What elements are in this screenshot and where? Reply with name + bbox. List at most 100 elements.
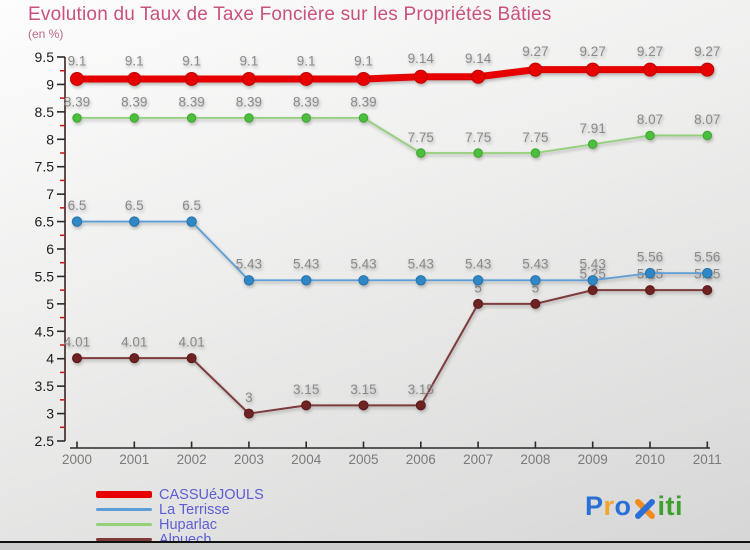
data-point bbox=[645, 285, 655, 296]
data-point bbox=[186, 113, 197, 123]
year-label: 2000 bbox=[62, 452, 92, 467]
point-value-label: 9.1 bbox=[125, 53, 144, 68]
data-point bbox=[587, 275, 598, 286]
year-label: 2009 bbox=[578, 452, 608, 467]
data-point bbox=[184, 71, 199, 86]
logo-letter: P bbox=[585, 491, 604, 521]
logo-letter: o bbox=[614, 491, 632, 521]
y-tick-label: 4 bbox=[46, 351, 54, 367]
point-value-label: 8.39 bbox=[121, 95, 147, 110]
point-value-label: 9.14 bbox=[408, 51, 435, 66]
point-value-label: 5.56 bbox=[694, 249, 720, 264]
data-point bbox=[413, 69, 428, 84]
title-block: Evolution du Taux de Taxe Foncière sur l… bbox=[28, 4, 552, 41]
data-point bbox=[415, 400, 426, 411]
point-value-label: 9.14 bbox=[465, 51, 492, 66]
point-value-label: 5.56 bbox=[637, 249, 663, 264]
data-point bbox=[528, 62, 543, 77]
data-point bbox=[127, 71, 142, 86]
point-value-label: 3 bbox=[245, 390, 253, 405]
point-value-label: 5.43 bbox=[293, 257, 319, 272]
data-point bbox=[358, 113, 369, 123]
data-point bbox=[72, 113, 82, 123]
x-axis: 2000 2001 2002 2003 2004 2005 2006 2007 2008 2009… bbox=[62, 441, 722, 467]
year-label: 2003 bbox=[234, 452, 264, 467]
logo-x-icon bbox=[634, 499, 655, 519]
legend-item-cassu-jouls: CASSUéJOULS bbox=[96, 487, 264, 502]
point-value-label: 9.1 bbox=[68, 53, 87, 68]
data-point bbox=[299, 71, 314, 86]
data-point bbox=[70, 71, 84, 86]
data-point bbox=[301, 113, 311, 123]
point-value-label: 6.5 bbox=[125, 198, 144, 213]
y-tick-label: 6 bbox=[46, 241, 54, 257]
data-point bbox=[473, 148, 483, 158]
chart-legend: CASSUéJOULS La Terrisse Huparlac Alpuech bbox=[96, 487, 264, 547]
point-value-label: 9.27 bbox=[522, 44, 548, 59]
point-value-label: 9.27 bbox=[637, 44, 663, 59]
point-value-label: 8.39 bbox=[350, 95, 376, 110]
y-axis: 2.5 3 3.5 4 4.5 5 5.5 6 6.5 7 7.5 8 8.5 9 9.5 bbox=[35, 49, 66, 449]
point-value-label: 4.01 bbox=[178, 335, 204, 350]
year-label: 2010 bbox=[635, 452, 665, 467]
data-point bbox=[244, 113, 254, 123]
data-point bbox=[356, 71, 371, 86]
data-point bbox=[129, 216, 140, 227]
year-label: 2002 bbox=[177, 452, 207, 467]
y-tick-label: 9.5 bbox=[35, 49, 55, 65]
year-label: 2004 bbox=[291, 452, 322, 467]
data-point bbox=[241, 71, 256, 86]
point-value-label: 5 bbox=[474, 280, 482, 295]
point-value-label: 4.01 bbox=[64, 335, 90, 350]
point-value-label: 5.43 bbox=[580, 257, 606, 272]
logo-letter: i bbox=[675, 491, 684, 521]
legend-item-huparlac: Huparlac bbox=[96, 517, 264, 532]
data-point bbox=[702, 130, 712, 141]
y-tick-label: 3.5 bbox=[35, 378, 55, 394]
point-value-label: 5.43 bbox=[350, 257, 376, 272]
point-value-label: 7.75 bbox=[408, 130, 434, 145]
point-value-label: 8.07 bbox=[637, 112, 663, 127]
y-tick-label: 5 bbox=[46, 296, 54, 312]
footer-divider bbox=[0, 541, 750, 543]
data-point bbox=[358, 275, 369, 286]
data-point bbox=[530, 148, 541, 158]
point-value-label: 3.15 bbox=[408, 382, 434, 397]
year-label: 2007 bbox=[463, 452, 493, 467]
point-value-label: 8.39 bbox=[293, 95, 319, 110]
data-point bbox=[702, 267, 713, 279]
series-la-terrisse: 6.5 6.5 6.5 5.43 5.43 5.43 5.43 5.43 5.43 5.43 5.5… bbox=[68, 198, 720, 286]
logo-letter: r bbox=[603, 491, 615, 521]
year-label: 2005 bbox=[348, 452, 378, 467]
point-value-label: 9.1 bbox=[297, 53, 316, 68]
chart-title: Evolution du Taux de Taxe Foncière sur l… bbox=[28, 4, 552, 25]
y-tick-label: 8.5 bbox=[35, 104, 55, 120]
point-value-label: 3.15 bbox=[293, 382, 319, 397]
data-point bbox=[472, 275, 484, 286]
y-tick-label: 4.5 bbox=[35, 323, 55, 339]
year-label: 2011 bbox=[693, 452, 722, 467]
data-point bbox=[358, 400, 369, 411]
year-label: 2008 bbox=[520, 452, 550, 467]
data-point bbox=[129, 113, 140, 123]
point-value-label: 6.5 bbox=[182, 198, 201, 213]
series-cassu-jouls: 9.1 9.1 9.1 9.1 9.1 9.1 9.14 9.14 9.27 9.27 9.27 9.… bbox=[68, 44, 720, 86]
data-point bbox=[643, 62, 657, 77]
data-point bbox=[588, 139, 598, 149]
footer-strip bbox=[0, 543, 750, 550]
point-value-label: 8.39 bbox=[64, 95, 90, 110]
legend-swatch bbox=[96, 523, 152, 526]
point-value-label: 5.43 bbox=[465, 257, 491, 272]
point-value-label: 6.5 bbox=[68, 198, 87, 213]
legend-label: Huparlac bbox=[159, 516, 218, 533]
point-value-label: 5.43 bbox=[236, 257, 262, 272]
data-point bbox=[243, 408, 254, 419]
logo-letter: i bbox=[657, 491, 666, 521]
point-value-label: 9.27 bbox=[580, 44, 606, 59]
legend-swatch bbox=[96, 538, 152, 541]
chart-subtitle: (en %) bbox=[28, 27, 64, 41]
y-tick-label: 5.5 bbox=[35, 268, 55, 284]
data-point bbox=[585, 62, 600, 77]
point-value-label: 5.25 bbox=[580, 267, 606, 282]
point-value-label: 9.1 bbox=[354, 53, 373, 68]
